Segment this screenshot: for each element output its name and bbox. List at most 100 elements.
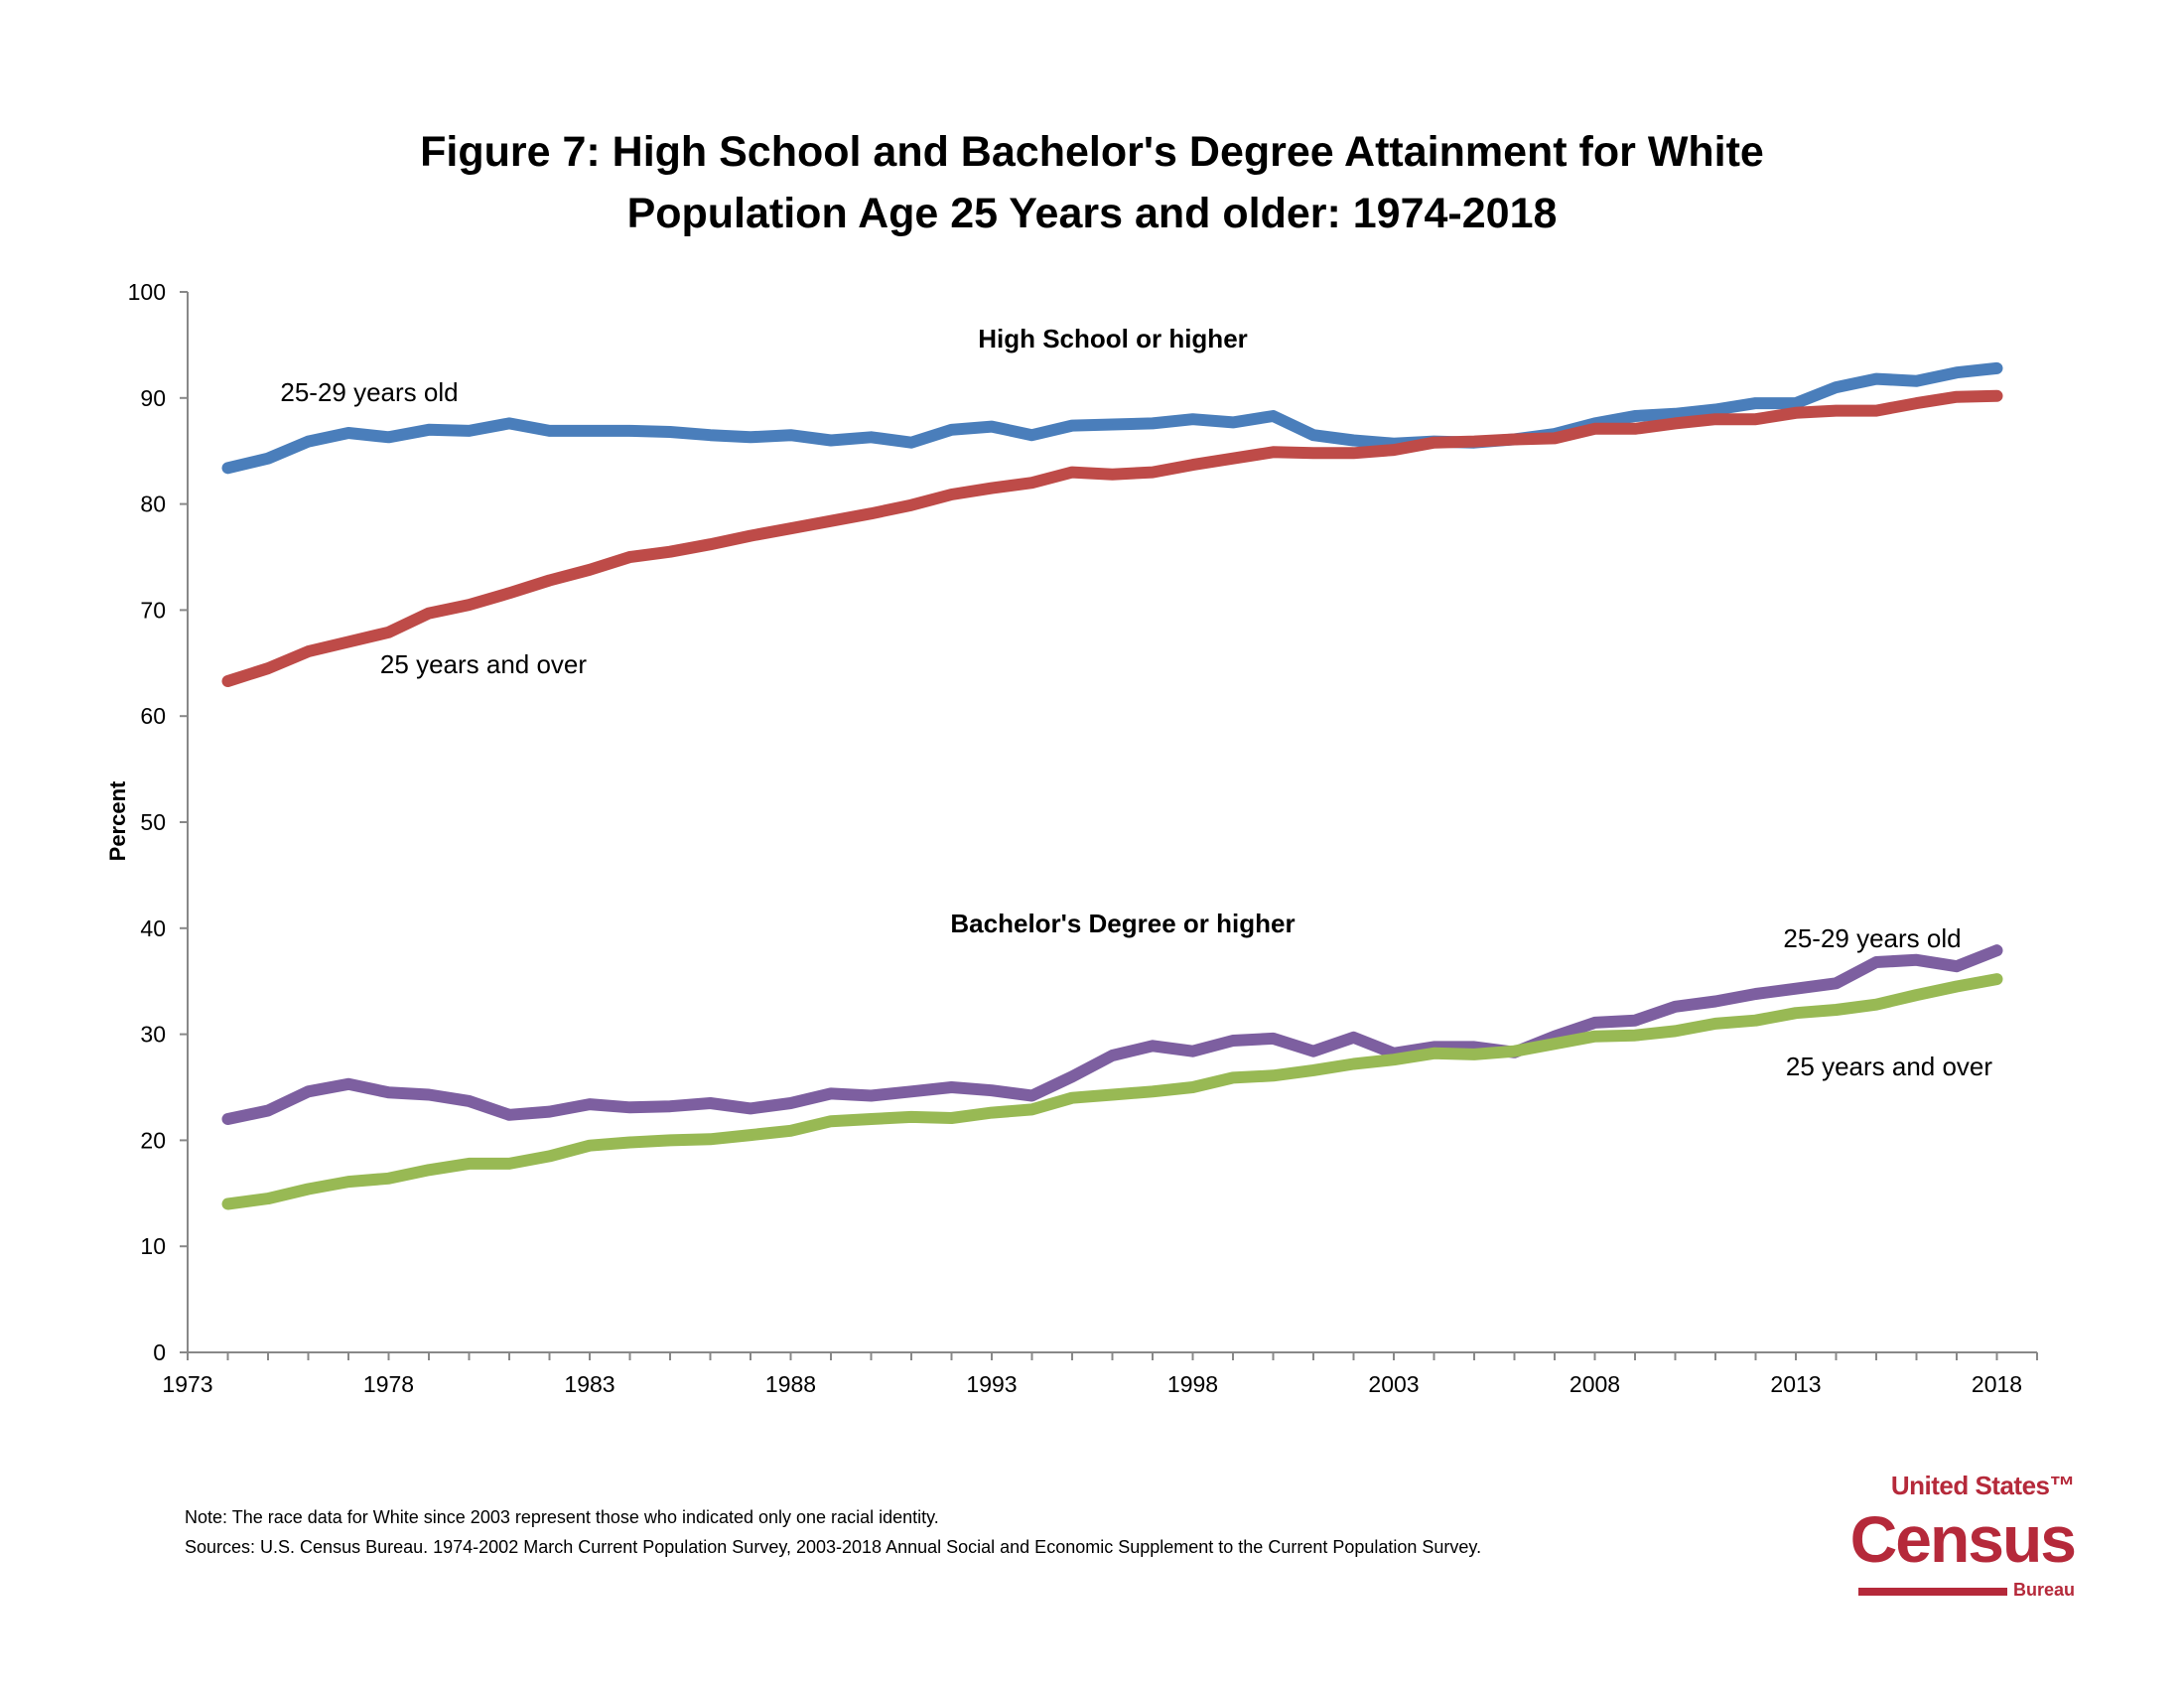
data-point [669,551,671,553]
data-point [1353,452,1354,454]
data-point [991,1112,993,1114]
footnote: Note: The race data for White since 2003… [185,1507,939,1527]
data-point [549,1155,550,1157]
data-point [1312,1051,1314,1053]
data-point [1473,1054,1475,1055]
data-point [790,527,791,529]
data-point [1714,1023,1716,1025]
data-point [1353,1037,1354,1039]
sources-note: Sources: U.S. Census Bureau. 1974-2002 M… [185,1537,1482,1557]
data-point [227,467,228,469]
hs-group-label: High School or higher [978,324,1248,353]
data-point [1232,1076,1234,1078]
data-point [589,430,591,432]
data-point [1071,472,1073,474]
y-tick-label: 10 [140,1233,166,1259]
logo-line-2: Census [1849,1502,2077,1576]
data-point [1112,1093,1113,1095]
data-point [629,556,630,558]
data-point [629,1106,630,1108]
data-point [1312,452,1314,454]
data-point [347,432,349,434]
data-point [710,543,711,545]
data-point [589,1103,591,1105]
series-line-3 [221,973,2003,1210]
data-point [1594,1036,1595,1038]
data-point [1031,1108,1032,1110]
hs-young-label: 25-29 years old [280,377,458,407]
data-point [1433,442,1434,444]
data-point [1916,959,1917,961]
data-point [1152,1045,1154,1047]
data-point [991,1089,993,1091]
data-point [1152,1090,1154,1092]
data-point [227,1202,228,1204]
data-point [1996,395,1997,397]
data-point [428,1169,430,1171]
x-tick-label: 2013 [1770,1371,1821,1397]
data-point [710,1102,711,1104]
data-point [1473,441,1475,443]
data-point [347,1181,349,1183]
x-tick-label: 1978 [363,1371,414,1397]
x-tick-label: 2008 [1570,1371,1620,1397]
data-point [871,512,872,514]
data-point [267,1197,269,1199]
data-point [830,520,832,522]
data-point [830,1092,832,1094]
y-tick-label: 0 [153,1339,166,1365]
data-point [1916,994,1917,996]
data-point [629,1142,630,1144]
data-point [871,1095,872,1097]
data-point [910,1116,912,1118]
data-point [1795,988,1797,990]
data-point [710,434,711,436]
data-point [1192,1051,1193,1053]
data-point [1473,1046,1475,1048]
data-point [951,429,952,431]
data-point [1232,421,1234,423]
y-tick-label: 60 [140,703,166,729]
data-point [1273,1038,1274,1040]
ba-group-label: Bachelor's Degree or higher [950,909,1295,938]
data-point [1112,474,1113,476]
data-point [1232,1040,1234,1042]
data-point [508,1114,510,1116]
data-point [830,1120,832,1122]
data-point [790,1102,791,1104]
data-point [428,613,430,615]
data-point [710,1138,711,1140]
data-point [1795,412,1797,414]
data-point [871,436,872,438]
y-tick-label: 30 [140,1022,166,1048]
data-point [267,667,269,669]
title-line-1: Figure 7: High School and Bachelor's Deg… [420,128,1764,176]
data-point [1996,978,1997,980]
data-point [1192,418,1193,420]
chart-title: Figure 7: High School and Bachelor's Deg… [0,121,2184,244]
data-point [1393,449,1395,451]
data-point [1031,482,1032,484]
data-point [1312,1069,1314,1071]
data-point [308,650,309,652]
data-point [1836,982,1837,984]
logo-line-3: Bureau [2012,1580,2075,1600]
data-point [589,1145,591,1147]
series-line-1 [221,389,2003,687]
data-point [991,488,993,490]
data-point [1634,415,1636,417]
data-point [549,579,550,581]
data-point [1956,396,1958,398]
data-point [308,1090,309,1092]
data-point [1071,425,1073,427]
data-point [1836,410,1837,412]
data-point [308,1189,309,1191]
data-point [1554,1043,1556,1045]
data-point [1071,1097,1073,1099]
data-point [1836,1009,1837,1011]
data-point [910,1090,912,1092]
data-point [1433,1046,1434,1048]
data-point [951,493,952,495]
data-point [1836,386,1837,388]
